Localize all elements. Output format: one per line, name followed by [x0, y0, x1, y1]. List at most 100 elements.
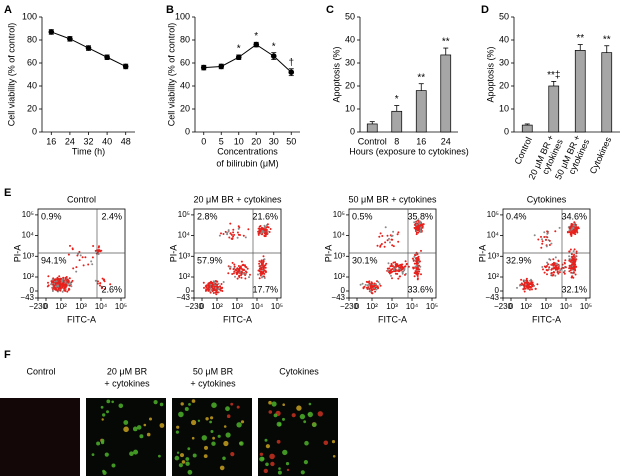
event-dot [71, 279, 74, 282]
cell [181, 460, 186, 464]
event-dot [399, 275, 401, 278]
event-dot [574, 233, 577, 236]
significance-marker: * [254, 31, 258, 42]
event-dot [417, 229, 419, 232]
y-tick-label: 50 [345, 11, 355, 21]
y-tick-label: 10 [499, 103, 509, 113]
event-dot [570, 233, 573, 235]
event-dot [378, 283, 381, 285]
event-dot [416, 272, 419, 275]
event-dot [368, 282, 371, 285]
event-dot [526, 283, 529, 286]
event-dot [99, 284, 101, 287]
event-dot [543, 236, 546, 238]
event-dot [415, 260, 418, 263]
event-dot [392, 261, 395, 264]
x-tick-label: 50 [286, 136, 296, 146]
event-dot [541, 238, 543, 241]
cells [259, 400, 336, 475]
cell [205, 417, 209, 421]
event-dot [66, 290, 69, 293]
cell [300, 470, 305, 475]
event-dot [268, 231, 271, 233]
event-dot [557, 266, 560, 269]
event-dot [220, 283, 223, 285]
event-dot [574, 226, 576, 229]
event-dot [58, 282, 61, 284]
x-tick-label: 10⁴ [406, 302, 419, 311]
event-dot [229, 267, 232, 270]
event-dot [523, 290, 526, 293]
x-tick-label: 10² [55, 302, 67, 311]
event-dot [90, 260, 93, 263]
cell [303, 460, 308, 465]
event-dot [546, 230, 549, 233]
bar [366, 123, 378, 133]
event-dot [212, 292, 215, 294]
cell [209, 420, 213, 424]
y-tick-label: 30 [345, 57, 355, 67]
plot-title: 20 μM BR + cytokines [194, 194, 282, 204]
event-dot [208, 290, 211, 293]
event-dot [370, 288, 373, 291]
cell [132, 426, 138, 432]
event-dot [370, 283, 373, 285]
event-dot [417, 224, 420, 227]
event-dot [100, 287, 103, 290]
event-dot [558, 271, 561, 274]
event-dot [558, 226, 561, 229]
event-dot [554, 230, 557, 233]
event-dot [78, 250, 81, 253]
bar [521, 124, 533, 133]
event-dot [416, 275, 419, 277]
event-dot [258, 265, 261, 268]
y-axis-label: PI-A [168, 245, 178, 263]
event-dot [392, 245, 395, 248]
event-dot [76, 254, 79, 257]
event-dot [215, 293, 218, 296]
event-dot [265, 262, 268, 265]
event-dot [218, 234, 221, 237]
event-dot [56, 282, 59, 285]
event-dot [53, 286, 56, 289]
y-tick-label: 100 [22, 11, 37, 21]
x-tick-label: 24 [441, 136, 451, 146]
cell [174, 455, 180, 461]
x-tick-label: 10 [234, 136, 244, 146]
line [203, 43, 292, 73]
event-dot [571, 257, 574, 260]
panel-letter: B [166, 4, 174, 16]
x-tick-label: 10² [366, 302, 378, 311]
event-dot [570, 259, 573, 262]
x-tick-label: 0 [509, 302, 514, 311]
event-dot [573, 248, 576, 251]
event-dot [241, 268, 244, 271]
event-dot [557, 260, 560, 263]
event-dot [388, 237, 390, 240]
point [288, 69, 295, 75]
event-dot [62, 276, 65, 279]
event-dot [548, 266, 551, 269]
event-dot [232, 228, 235, 231]
event-dot [413, 262, 416, 265]
event-dot [221, 286, 224, 289]
y-tick-label: 20 [499, 80, 509, 90]
event-dot [384, 226, 387, 229]
event-dot [553, 263, 556, 266]
event-dot [233, 233, 236, 236]
quadrant-percent: 2.6% [101, 284, 122, 294]
event-dot [569, 248, 572, 251]
event-dot [214, 291, 217, 294]
x-tick-label: 30 [269, 136, 279, 146]
event-dot [572, 265, 575, 268]
event-dot [527, 286, 530, 288]
event-dot [574, 255, 577, 258]
event-dot [232, 231, 235, 234]
cell [236, 422, 242, 428]
event-dot [571, 231, 574, 234]
event-dot [47, 275, 50, 278]
y-tick-label: −43 [485, 293, 499, 302]
cell [123, 426, 129, 433]
event-dot [530, 281, 533, 284]
event-dot [573, 253, 576, 256]
